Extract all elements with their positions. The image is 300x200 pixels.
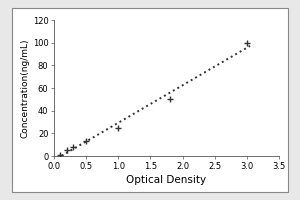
X-axis label: Optical Density: Optical Density bbox=[126, 175, 207, 185]
Y-axis label: Concentration(ng/mL): Concentration(ng/mL) bbox=[21, 38, 30, 138]
